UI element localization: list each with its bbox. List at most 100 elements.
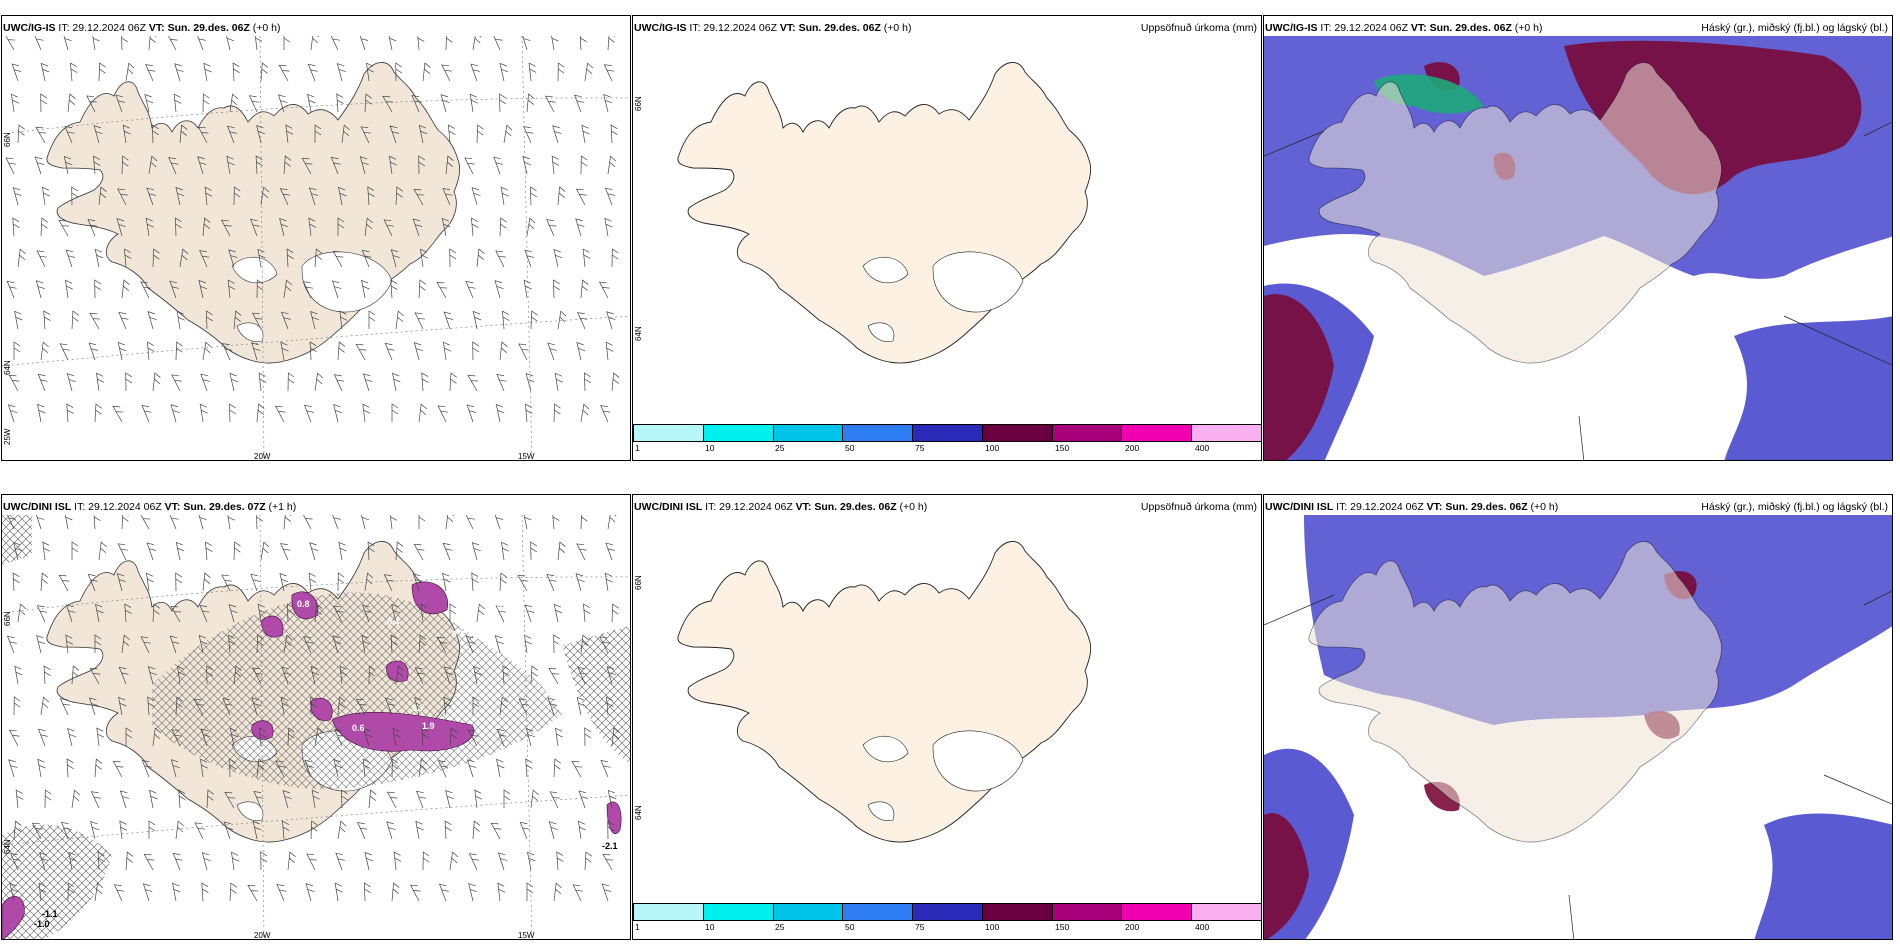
glacier	[862, 251, 1024, 342]
wind-barb	[256, 124, 266, 144]
wind-barb	[333, 758, 343, 778]
wind-barb	[359, 156, 369, 175]
wind-barb	[413, 342, 423, 361]
wind-barb	[124, 603, 132, 623]
wind-barb	[17, 124, 25, 144]
colorbar-swatch	[634, 904, 704, 920]
lon-label-25w: 25W	[3, 428, 12, 445]
wind-barb	[40, 341, 49, 361]
wind-barb	[437, 405, 448, 423]
wind-barb	[382, 96, 394, 113]
wind-barb	[465, 635, 476, 654]
wind-barb	[250, 573, 260, 592]
wind-barb	[355, 698, 367, 716]
map-precip[interactable]: 66N 64N	[633, 515, 1261, 939]
wind-barb	[362, 373, 373, 392]
colorbar-label: 1	[635, 443, 640, 453]
wind-barb	[476, 124, 484, 144]
wind-barb	[575, 188, 587, 206]
wind-barb	[5, 157, 16, 175]
wind-barb	[152, 372, 161, 392]
wind-barb	[557, 310, 567, 330]
wind-barb	[467, 729, 479, 747]
wind-barb	[476, 248, 485, 268]
wind-barb	[310, 665, 320, 685]
wind-barb	[44, 789, 52, 809]
wind-barb	[449, 248, 457, 268]
wind-barb	[573, 94, 584, 113]
colorbar-swatch	[1122, 425, 1193, 441]
wind-barb	[525, 728, 535, 747]
wind-barb	[611, 248, 619, 268]
wind-barb	[314, 124, 322, 143]
wind-barb	[282, 790, 292, 809]
wind-barb	[339, 665, 348, 685]
wind-barb	[526, 93, 535, 113]
wind-barb	[445, 515, 454, 530]
wind-barb	[578, 820, 586, 840]
wind-barb	[287, 727, 295, 747]
wind-barb	[303, 636, 314, 654]
colorbar-swatch	[634, 425, 704, 441]
wind-barb	[88, 342, 99, 361]
wind-barb	[383, 219, 394, 237]
panel-wind-igis: UWC/IG-IS IT: 29.12.2024 06Z VT: Sun. 29…	[1, 15, 631, 461]
wind-barb	[202, 572, 211, 592]
wind-barb	[557, 186, 566, 206]
wind-barb	[521, 36, 531, 51]
wind-barb	[283, 155, 292, 175]
wind-barb	[256, 758, 265, 778]
wind-barb	[147, 341, 155, 361]
wind-barb	[576, 341, 586, 361]
wind-barb	[95, 603, 104, 623]
wind-barb	[283, 279, 293, 299]
domain-lines	[1264, 590, 1892, 939]
wind-barb	[421, 372, 429, 392]
lon-label-20w: 20W	[254, 452, 271, 461]
map-precip[interactable]: 66N 64N	[633, 36, 1261, 460]
wind-barb	[522, 155, 532, 175]
colorbar-label: 150	[1055, 443, 1070, 453]
wind-barb	[395, 186, 403, 206]
wind-barb	[499, 217, 507, 237]
wind-barb	[314, 248, 323, 268]
map-wind[interactable]: 66N 64N 25W 20W 15W	[2, 36, 630, 461]
wind-barb	[602, 854, 614, 871]
wind-barb	[553, 634, 561, 654]
wind-barb	[606, 311, 616, 330]
colorbar-swatch	[1192, 904, 1261, 920]
wind-barb	[361, 249, 372, 268]
wind-barb	[220, 219, 232, 237]
wind-barb	[149, 789, 158, 809]
wind-barb	[448, 124, 456, 144]
wind-barb	[199, 250, 210, 268]
wind-barb	[334, 882, 343, 902]
wind-barb	[465, 280, 476, 299]
wind-barb	[71, 186, 79, 206]
wind-barb	[198, 634, 208, 654]
wind-barb	[604, 572, 613, 592]
wind-barb	[471, 542, 481, 561]
wind-barb	[287, 851, 296, 871]
wind-barb	[113, 884, 125, 902]
lon-label-20w: 20W	[254, 931, 271, 940]
wind-barb	[341, 124, 350, 144]
wind-barb	[523, 126, 534, 144]
wind-barb	[525, 373, 535, 392]
wind-barb	[260, 62, 269, 82]
wind-barb	[472, 341, 480, 361]
wind-barb	[66, 373, 76, 392]
wind-barb	[221, 574, 232, 592]
wind-barb	[37, 728, 48, 747]
wind-barbs	[4, 36, 620, 423]
map-wind[interactable]: -1.1 -1.0 -2.1 0.8 0.6 0.4 0.3 0.5 0.7 1…	[2, 515, 630, 940]
colorbar-swatch	[1192, 425, 1261, 441]
wind-barb	[421, 727, 429, 747]
wind-barb	[499, 572, 507, 592]
wind-barb	[96, 372, 104, 392]
wind-barb	[121, 279, 130, 299]
wind-barb	[37, 403, 46, 423]
map-clouds[interactable]	[1264, 515, 1892, 939]
wind-barb	[260, 541, 270, 561]
map-clouds[interactable]	[1264, 36, 1892, 460]
